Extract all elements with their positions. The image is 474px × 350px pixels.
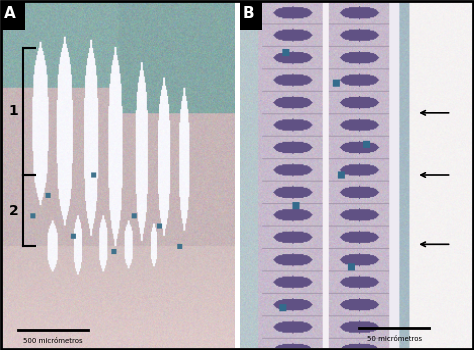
Bar [2, 2, 25, 30]
Bar [240, 2, 263, 30]
Text: 500 micrómetros: 500 micrómetros [23, 338, 82, 344]
Text: 50 micrómetros: 50 micrómetros [366, 336, 422, 342]
Text: A: A [4, 6, 16, 21]
Text: 2: 2 [9, 204, 18, 218]
Text: B: B [242, 6, 254, 21]
Text: 1: 1 [9, 104, 18, 118]
